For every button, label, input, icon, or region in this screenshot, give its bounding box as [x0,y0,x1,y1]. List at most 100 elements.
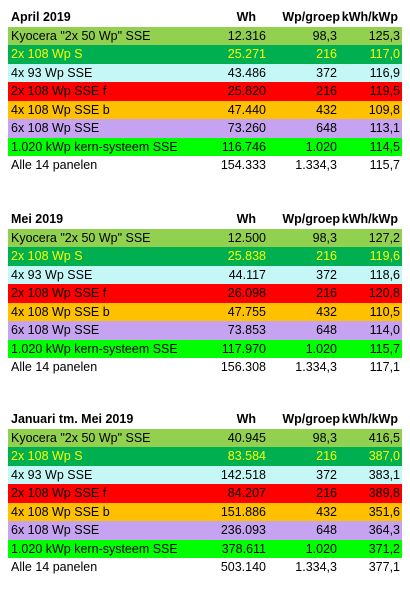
period-title: Januari tm. Mei 2019 [11,412,134,426]
table-row: 6x 108 Wp SSE 236.093 648 364,3 [8,521,402,540]
table-row: 4x 93 Wp SSE 44.117 372 118,6 [8,265,402,284]
panel-group-name: 4x 93 Wp SSE [11,267,93,282]
panel-group-name: Kyocera "2x 50 Wp" SSE [11,430,151,445]
col-wp-header: Wp/groep [282,10,340,24]
wp-group-value: 648 [316,121,337,135]
panel-group-name: 6x 108 Wp SSE [11,121,100,135]
panel-group-name: 2x 108 Wp S [11,249,83,263]
wp-group-value: 1.334,3 [295,158,337,172]
panel-group-name: 2x 108 Wp S [11,47,83,61]
kwh-per-kwp-value: 387,0 [368,449,400,463]
wh-value: 156.308 [220,360,266,374]
panel-group-name: 2x 108 Wp SSE f [11,286,107,300]
kwh-per-kwp-value: 389,8 [368,486,400,500]
wh-value: 378.611 [221,541,266,556]
wp-group-value: 98,3 [312,28,337,43]
table-row: 6x 108 Wp SSE 73.853 648 114,0 [8,321,402,340]
wh-value: 12.316 [227,28,266,43]
kwh-per-kwp-value: 109,8 [368,102,400,117]
kwh-per-kwp-value: 125,3 [368,28,400,43]
section-januari-tm-mei-2019: Januari tm. Mei 2019 Wh Wp/groep kWh/kWp… [8,410,402,577]
kwh-per-kwp-value: 119,6 [369,249,400,263]
panel-group-name: 6x 108 Wp SSE [11,323,100,337]
kwh-per-kwp-value: 115,7 [369,158,400,172]
col-wh-header: Wh [236,10,256,24]
wp-group-value: 216 [316,486,337,500]
section-mei-2019: Mei 2019 Wh Wp/groep kWh/kWp Kyocera "2x… [8,210,402,377]
table-row: 6x 108 Wp SSE 73.260 648 113,1 [8,119,402,138]
wh-value: 47.440 [227,102,266,117]
panel-group-name: Alle 14 panelen [11,560,98,574]
kwh-per-kwp-value: 127,2 [368,230,400,245]
table-row: 1.020 kWp kern-systeem SSE 117.970 1.020 11… [8,339,402,358]
wp-group-value: 648 [316,323,337,337]
wh-value: 43.486 [227,65,266,80]
wh-value: 25.820 [227,84,266,98]
panel-group-name: 4x 108 Wp SSE b [11,102,110,117]
table-row: 2x 108 Wp S 83.584 216 387,0 [8,447,402,466]
wp-group-value: 372 [316,267,337,282]
kwh-per-kwp-value: 110,5 [369,304,400,319]
wh-value: 12.500 [227,230,266,245]
col-wh-header: Wh [236,212,256,226]
period-title: Mei 2019 [11,212,64,226]
table-row: Alle 14 panelen 503.140 1.334,3 377,1 [8,558,402,577]
wh-value: 142.518 [220,467,266,482]
kwh-per-kwp-value: 377,1 [368,560,400,574]
table-row: Kyocera "2x 50 Wp" SSE 40.945 98,3 416,5 [8,428,402,447]
kwh-per-kwp-value: 114,5 [369,139,400,154]
period-title: April 2019 [11,10,71,24]
kwh-per-kwp-value: 117,1 [369,360,400,374]
col-wp-header: Wp/groep [282,412,340,426]
col-wp-header: Wp/groep [282,212,340,226]
wp-group-value: 432 [316,504,337,519]
wp-group-value: 372 [316,65,337,80]
wp-group-value: 432 [316,102,337,117]
wh-value: 25.271 [227,47,266,61]
wh-value: 503.140 [220,560,266,574]
kwh-per-kwp-value: 371,2 [368,541,400,556]
header-row: Mei 2019 Wh Wp/groep kWh/kWp [8,210,402,229]
panel-group-name: 2x 108 Wp S [11,449,83,463]
table-row: 2x 108 Wp S 25.271 216 117,0 [8,45,402,64]
kwh-per-kwp-value: 364,3 [368,523,400,537]
panel-group-name: Alle 14 panelen [11,158,98,172]
wp-group-value: 216 [316,286,337,300]
wh-value: 116.746 [221,139,266,154]
wh-value: 26.098 [227,286,266,300]
wh-value: 117.970 [221,341,266,356]
wp-group-value: 216 [316,84,337,98]
panel-group-name: 1.020 kWp kern-systeem SSE [11,341,178,356]
wp-group-value: 1.334,3 [295,560,337,574]
kwh-per-kwp-value: 119,5 [369,84,400,98]
wp-group-value: 1.020 [305,541,337,556]
wp-group-value: 1.334,3 [295,360,337,374]
kwh-per-kwp-value: 116,9 [369,65,400,80]
table-row: 4x 108 Wp SSE b 47.440 432 109,8 [8,100,402,119]
wp-group-value: 216 [316,449,337,463]
kwh-per-kwp-value: 383,1 [368,467,400,482]
table-row: 1.020 kWp kern-systeem SSE 116.746 1.020 11… [8,137,402,156]
kwh-per-kwp-value: 114,0 [369,323,400,337]
wh-value: 44.117 [228,267,266,282]
wp-group-value: 372 [316,467,337,482]
kwh-per-kwp-value: 118,6 [369,267,400,282]
kwh-per-kwp-value: 115,7 [369,341,400,356]
table-row: 4x 108 Wp SSE b 151.886 432 351,6 [8,502,402,521]
table-row: 2x 108 Wp SSE f 25.820 216 119,5 [8,82,402,101]
wh-value: 83.584 [227,449,266,463]
wp-group-value: 216 [316,47,337,61]
wp-group-value: 432 [316,304,337,319]
panel-group-name: Kyocera "2x 50 Wp" SSE [11,28,151,43]
table-row: Alle 14 panelen 156.308 1.334,3 117,1 [8,358,402,377]
panel-group-name: 4x 93 Wp SSE [11,467,93,482]
panel-group-name: Alle 14 panelen [11,360,98,374]
table-row: 4x 93 Wp SSE 142.518 372 383,1 [8,465,402,484]
wp-group-value: 1.020 [305,139,337,154]
wh-value: 73.853 [227,323,266,337]
table-row: Kyocera "2x 50 Wp" SSE 12.316 98,3 125,3 [8,26,402,45]
panel-group-name: 2x 108 Wp SSE f [11,486,107,500]
wh-value: 47.755 [227,304,266,319]
section-april-2019: April 2019 Wh Wp/groep kWh/kWp Kyocera "… [8,8,402,175]
panel-group-name: 2x 108 Wp SSE f [11,84,107,98]
